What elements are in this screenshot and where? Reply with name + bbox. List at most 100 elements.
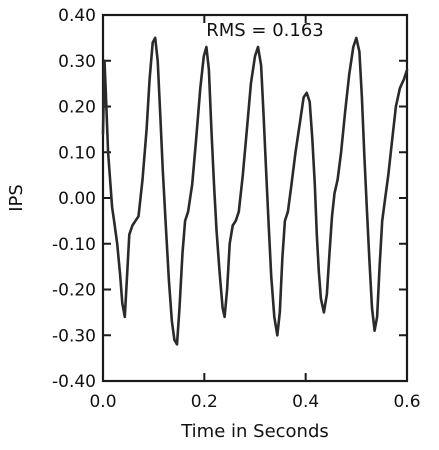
waveform-point	[326, 293, 328, 295]
y-tick-label: -0.20	[52, 281, 96, 301]
waveform-point	[316, 233, 318, 236]
waveform-point	[123, 316, 126, 318]
waveform-point	[145, 128, 148, 131]
waveform-point	[294, 151, 297, 154]
trace-layer	[101, 36, 409, 346]
waveform-point	[210, 128, 213, 131]
x-tick-label: 0.2	[191, 392, 218, 412]
waveform-point	[131, 224, 134, 227]
waveform-point	[203, 55, 205, 57]
waveform-point	[344, 110, 346, 112]
rms-annotation: RMS = 0.163	[206, 20, 324, 41]
waveform-point	[116, 242, 118, 245]
x-tick-label: 0.6	[393, 392, 420, 412]
waveform-point	[305, 91, 308, 94]
waveform-point	[361, 96, 363, 99]
waveform-point	[105, 96, 107, 99]
waveform-point	[328, 252, 331, 254]
waveform-point	[276, 334, 279, 337]
waveform-point	[151, 41, 154, 44]
waveform-point	[242, 174, 244, 176]
waveform-line	[101, 36, 409, 346]
waveform-point	[287, 210, 289, 213]
waveform-point	[221, 307, 224, 309]
waveform-point	[218, 270, 221, 273]
waveform-point	[260, 64, 262, 67]
y-axis-title: IPS	[6, 184, 27, 212]
waveform-point	[384, 197, 387, 199]
waveform-point	[113, 220, 115, 222]
waveform-point	[376, 316, 378, 318]
waveform-point	[267, 224, 270, 227]
waveform-point	[391, 142, 393, 144]
waveform-point	[348, 73, 351, 76]
waveform-point	[333, 192, 336, 195]
x-tick-label: 0.0	[89, 392, 116, 412]
waveform-point	[237, 210, 240, 213]
waveform-point	[226, 288, 228, 291]
waveform-point	[302, 96, 305, 99]
waveform-point	[352, 46, 355, 48]
waveform-point	[381, 220, 383, 222]
waveform-point	[176, 343, 178, 346]
waveform-point	[318, 270, 320, 273]
waveform-point	[111, 206, 113, 208]
y-tick-label: 0.40	[58, 6, 96, 26]
waveform-point	[281, 256, 284, 259]
y-tick-label: 0.30	[58, 52, 96, 72]
waveform-point	[168, 279, 170, 282]
x-axis-title: Time in Seconds	[180, 421, 329, 442]
waveform-point	[298, 124, 301, 126]
waveform-point	[228, 242, 231, 245]
waveform-point	[234, 220, 237, 222]
waveform-point	[213, 183, 215, 186]
waveform-point	[208, 69, 210, 71]
waveform-point	[148, 78, 151, 80]
waveform-point	[137, 215, 140, 218]
waveform-point	[336, 178, 339, 181]
waveform-point	[262, 114, 265, 117]
waveform-point	[141, 178, 144, 181]
waveform-point	[171, 320, 173, 323]
waveform-point	[373, 329, 376, 332]
waveform-point	[195, 137, 198, 140]
y-tick-label: 0.00	[58, 189, 96, 209]
waveform-point	[387, 174, 390, 176]
waveform-point	[121, 302, 124, 305]
waveform-point	[323, 311, 325, 314]
waveform-point	[331, 215, 333, 218]
waveform-point	[181, 252, 184, 254]
y-tick-label: 0.10	[58, 143, 96, 163]
x-tick-label: 0.4	[292, 392, 319, 412]
waveform-point	[173, 339, 176, 341]
waveform-point	[257, 46, 259, 48]
axes-layer: 0.40 0.30 0.20 0.10 0.00 -0.10 -0.20 -0.30 -0.40…	[52, 6, 421, 412]
waveform-point	[284, 220, 286, 222]
waveform-point	[187, 210, 189, 213]
waveform-point	[109, 178, 111, 181]
waveform-point	[178, 307, 181, 309]
waveform-point	[403, 78, 405, 80]
waveform-point	[265, 169, 267, 172]
y-tick-label: -0.40	[52, 372, 96, 392]
waveform-point	[134, 220, 137, 222]
waveform-point	[205, 46, 208, 48]
waveform-point	[215, 229, 218, 231]
waveform-point	[159, 114, 162, 117]
waveform-point	[254, 55, 256, 57]
waveform-point	[126, 279, 128, 282]
y-tick-label: 0.20	[58, 98, 96, 118]
waveform-point	[119, 274, 122, 277]
waveform-point	[279, 311, 281, 314]
waveform-point	[223, 316, 226, 318]
waveform-point	[250, 82, 252, 85]
waveform-point	[231, 224, 234, 227]
waveform-point	[273, 316, 276, 318]
waveform-point	[406, 69, 408, 71]
waveform-point	[156, 59, 159, 62]
waveform-point	[107, 151, 109, 154]
waveform-point	[191, 183, 193, 186]
waveform-point	[199, 87, 202, 89]
waveform-point	[363, 156, 366, 158]
